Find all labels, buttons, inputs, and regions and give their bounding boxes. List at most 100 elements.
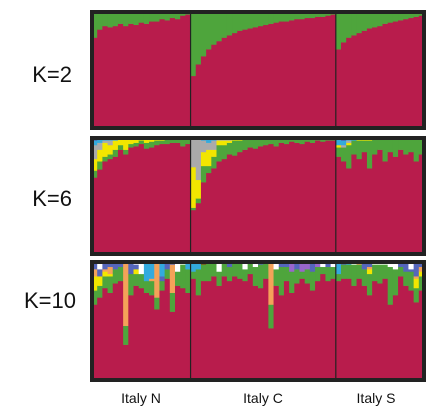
bar-segment-k10-ind-13-cluster-1 [154,309,161,381]
bar-segment-k2-ind-1-cluster-2 [92,12,98,38]
bar-segment-k10-ind-64-cluster-5 [418,262,425,268]
bar-segment-k6-ind-27-cluster-3 [226,140,233,143]
bar-segment-k6-ind-11-cluster-1 [143,148,150,255]
bar-segment-k2-ind-21-cluster-2 [195,12,202,65]
bar-segment-k10-ind-38-cluster-5 [283,262,290,268]
bar-segment-k2-ind-47-cluster-1 [330,14,337,129]
bar-segment-k2-ind-11-cluster-1 [143,23,150,129]
bar-segment-k10-ind-29-cluster-2 [237,262,244,279]
bar-segment-k6-ind-63-cluster-1 [413,161,420,255]
bar-segment-k6-ind-1-cluster-3 [92,158,98,171]
bar-segment-k10-ind-40-cluster-2 [294,269,301,284]
bar-segment-k10-ind-50-cluster-2 [346,264,352,279]
population-label-italy-c: Italy C [243,390,283,406]
bar-segment-k10-ind-62-cluster-1 [408,290,415,381]
bar-segment-k10-ind-27-cluster-5 [226,262,233,268]
bar-segment-k6-ind-5-cluster-3 [112,140,119,150]
bar-segment-k10-ind-62-cluster-6 [408,262,415,270]
bar-segment-k6-ind-38-cluster-1 [283,143,290,255]
bar-segment-k10-ind-32-cluster-6 [252,262,259,268]
bar-segment-k10-ind-54-cluster-3 [366,269,373,275]
bar-segment-k6-ind-55-cluster-1 [372,154,378,255]
bar-segment-k10-ind-19-cluster-7 [185,262,192,270]
bar-segment-k10-ind-58-cluster-1 [387,304,394,381]
bar-segment-k6-ind-48-cluster-5 [335,138,342,146]
bar-segment-k6-ind-6-cluster-1 [117,149,124,255]
bar-segment-k6-ind-25-cluster-3 [216,140,223,146]
bar-segment-k2-ind-24-cluster-2 [211,12,218,45]
bar-segment-k10-ind-12-cluster-7 [149,262,155,279]
bar-segment-k10-ind-26-cluster-1 [221,276,228,381]
panel-k6 [90,136,426,256]
bar-segment-k10-ind-34-cluster-2 [263,262,269,279]
bar-segment-k2-ind-61-cluster-2 [403,12,410,20]
bar-segment-k6-ind-21-cluster-1 [195,202,202,255]
bar-segment-k6-ind-8-cluster-1 [128,147,135,255]
bar-segment-k10-ind-14-cluster-1 [159,290,166,381]
bar-segment-k2-ind-51-cluster-1 [351,35,358,129]
bar-segment-k10-ind-61-cluster-1 [403,285,410,381]
bar-segment-k6-ind-3-cluster-4 [102,140,109,143]
bar-segment-k10-ind-47-cluster-2 [330,266,337,279]
bar-segment-k2-ind-41-cluster-1 [299,18,306,129]
bar-segment-k2-ind-53-cluster-2 [361,12,368,31]
bar-segment-k6-ind-50-cluster-3 [346,142,352,146]
bar-segment-k10-ind-47-cluster-1 [330,278,337,381]
bar-segment-k10-ind-40-cluster-1 [294,283,301,381]
bar-segment-k10-ind-15-cluster-1 [164,278,171,381]
panel-frame-k2 [90,10,426,130]
bar-segment-k2-ind-29-cluster-1 [237,30,244,129]
bar-segment-k2-ind-40-cluster-2 [294,12,301,20]
bar-segment-k6-ind-17-cluster-1 [175,142,181,255]
bar-segment-k2-ind-11-cluster-2 [143,12,150,24]
bar-segment-k10-ind-63-cluster-2 [413,287,420,303]
bar-segment-k2-ind-2-cluster-1 [97,29,103,129]
bar-segment-k10-ind-16-cluster-2 [169,292,176,312]
bar-segment-k10-ind-54-cluster-2 [366,273,373,296]
bar-segment-k6-ind-22-cluster-2 [200,165,207,183]
bar-segment-k2-ind-13-cluster-1 [154,21,161,129]
bar-segment-k10-ind-3-cluster-4 [102,269,109,272]
bar-segment-k6-ind-23-cluster-3 [206,149,212,167]
bar-segment-k6-ind-20-cluster-3 [190,167,197,208]
bar-segment-k6-ind-9-cluster-2 [133,142,140,147]
bar-segment-k10-ind-11-cluster-1 [143,292,150,381]
bar-segment-k10-ind-35-cluster-2 [268,304,275,329]
bar-segment-k6-ind-2-cluster-4 [97,142,103,150]
bar-segment-k10-ind-22-cluster-2 [200,264,207,282]
bar-segment-k2-ind-38-cluster-2 [283,12,290,22]
bar-segment-k6-ind-4-cluster-2 [107,154,114,160]
bar-segment-k10-ind-13-cluster-4 [154,262,161,298]
bar-segment-k6-ind-38-cluster-2 [283,138,290,145]
bar-segment-k6-ind-43-cluster-1 [309,142,316,255]
bar-segment-k10-ind-55-cluster-2 [372,264,378,282]
bar-segment-k6-ind-17-cluster-2 [175,138,181,143]
bar-segment-k10-ind-56-cluster-2 [377,264,384,284]
bar-segment-k2-ind-34-cluster-1 [263,24,269,129]
bar-segment-k6-ind-6-cluster-3 [117,139,124,146]
bar-segment-k10-ind-25-cluster-6 [216,262,223,272]
bar-segment-k2-ind-15-cluster-2 [164,12,171,21]
bar-segment-k10-ind-42-cluster-1 [304,283,311,381]
bar-segment-k2-ind-34-cluster-2 [263,12,269,26]
bar-segment-k10-ind-2-cluster-3 [97,276,103,286]
bar-segment-k10-ind-59-cluster-1 [392,295,399,381]
bar-segment-k10-ind-59-cluster-6 [392,262,399,270]
bar-segment-k6-ind-15-cluster-2 [164,139,171,145]
bar-segment-k6-ind-37-cluster-1 [278,142,285,255]
bar-segment-k2-ind-52-cluster-1 [356,32,363,129]
bar-segment-k10-ind-63-cluster-4 [413,276,420,279]
bar-segment-k6-ind-61-cluster-2 [403,138,410,155]
bar-segment-k2-ind-44-cluster-2 [315,12,321,17]
bar-segment-k2-ind-22-cluster-1 [200,56,207,129]
bar-segment-k2-ind-20-cluster-2 [190,12,197,77]
bar-segment-k2-ind-3-cluster-2 [102,12,109,27]
bar-segment-k10-ind-54-cluster-5 [366,262,373,268]
bar-segment-k6-ind-54-cluster-2 [366,140,373,169]
bar-segment-k2-ind-13-cluster-2 [154,12,161,22]
bar-segment-k2-ind-36-cluster-1 [273,22,280,129]
bar-segment-k2-ind-2-cluster-2 [97,12,103,30]
bar-segment-k2-ind-28-cluster-1 [232,32,238,129]
bar-segment-k6-ind-52-cluster-2 [356,140,363,160]
bar-segment-k6-ind-58-cluster-2 [387,138,394,153]
